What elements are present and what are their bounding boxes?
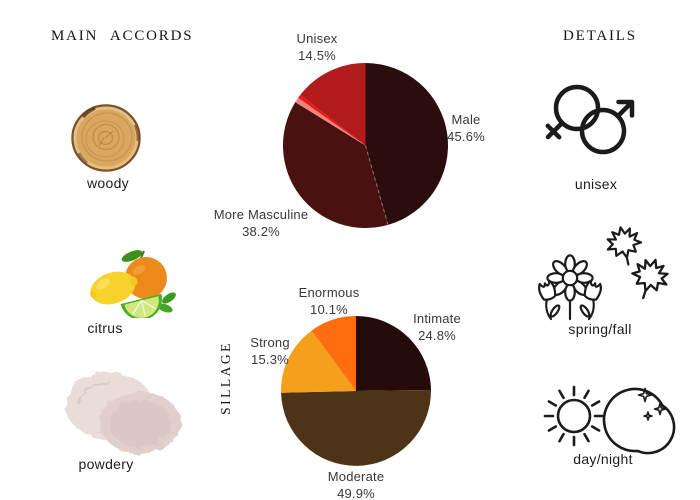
sillage-pie-label-moderate: Moderate 49.9% bbox=[327, 469, 385, 500]
citrus-fruits-image bbox=[90, 250, 176, 318]
pie-dashed-divider bbox=[364, 145, 389, 226]
cosmetic-powder-image bbox=[66, 372, 182, 455]
details-title: DETAILS bbox=[563, 28, 637, 44]
pie-slice-small bbox=[298, 94, 366, 146]
sillage-pie-label-strong: Strong 15.3% bbox=[250, 335, 290, 367]
pie-slice-more-masculine bbox=[283, 102, 389, 228]
wood-slice-image bbox=[71, 104, 141, 172]
sillage-pie-label-enormous: Enormous 10.1% bbox=[298, 285, 360, 317]
pie-slice-male bbox=[365, 63, 448, 225]
sun-and-crescent-moon-icon bbox=[543, 385, 676, 455]
pie-slice-unisex bbox=[300, 63, 366, 146]
pie-slice-enormous bbox=[311, 316, 356, 391]
gender-pie-label-male: Male 45.6% bbox=[447, 112, 485, 144]
detail-label-day-night: day/night bbox=[573, 451, 633, 467]
accord-label-citrus: citrus bbox=[87, 320, 123, 336]
pie-slice-small bbox=[295, 97, 366, 146]
pie-slice-intimate bbox=[356, 316, 431, 391]
flowers-and-maple-leaves-icon bbox=[538, 226, 669, 321]
sillage-pie-chart bbox=[281, 316, 431, 466]
gender-pie-label-more-masculine: More Masculine 38.2% bbox=[213, 207, 309, 239]
gender-pie-chart bbox=[283, 63, 448, 228]
detail-label-unisex: unisex bbox=[574, 176, 618, 192]
pie-slice-moderate bbox=[281, 389, 431, 466]
pie-slice-strong bbox=[281, 330, 356, 393]
detail-label-spring-fall: spring/fall bbox=[568, 321, 632, 337]
main-accords-title: MAIN ACCORDS bbox=[51, 28, 194, 44]
sillage-axis-label: SILLAGE bbox=[218, 341, 233, 415]
accord-label-woody: woody bbox=[87, 175, 129, 191]
gender-pie-label-unisex: Unisex 14.5% bbox=[296, 31, 338, 63]
accord-label-powdery: powdery bbox=[78, 456, 134, 472]
unisex-gender-symbol-icon bbox=[545, 84, 635, 155]
sillage-pie-label-intimate: Intimate 24.8% bbox=[413, 311, 461, 343]
